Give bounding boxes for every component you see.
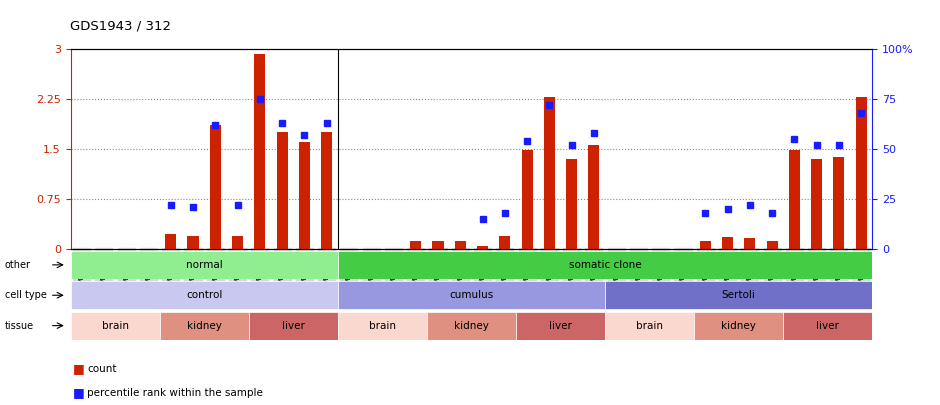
Bar — [337, 281, 605, 309]
Text: kidney: kidney — [187, 321, 222, 330]
Text: GDS1943 / 312: GDS1943 / 312 — [70, 19, 171, 32]
Bar — [232, 236, 243, 249]
Text: somatic clone: somatic clone — [569, 260, 641, 270]
Text: brain: brain — [102, 321, 129, 330]
Bar — [299, 142, 310, 249]
Bar — [783, 311, 872, 340]
Text: control: control — [186, 290, 223, 300]
Bar — [165, 234, 177, 249]
Text: liver: liver — [549, 321, 572, 330]
Bar — [744, 238, 756, 249]
Text: brain: brain — [368, 321, 396, 330]
Text: tissue: tissue — [5, 321, 34, 330]
Text: other: other — [5, 260, 31, 270]
Bar — [722, 237, 733, 249]
Bar — [321, 132, 332, 249]
Bar — [70, 281, 337, 309]
Bar — [811, 159, 822, 249]
Bar — [544, 97, 555, 249]
Text: kidney: kidney — [454, 321, 489, 330]
Text: cumulus: cumulus — [449, 290, 494, 300]
Bar — [254, 54, 265, 249]
Bar — [834, 157, 844, 249]
Text: ■: ■ — [72, 386, 85, 399]
Bar — [516, 311, 605, 340]
Bar — [337, 251, 872, 279]
Text: brain: brain — [636, 321, 663, 330]
Bar — [855, 97, 867, 249]
Bar — [276, 132, 288, 249]
Text: percentile rank within the sample: percentile rank within the sample — [87, 388, 263, 398]
Bar — [477, 246, 488, 249]
Bar — [187, 236, 198, 249]
Bar — [427, 311, 516, 340]
Bar — [588, 145, 600, 249]
Bar — [210, 126, 221, 249]
Text: liver: liver — [816, 321, 839, 330]
Bar — [160, 311, 249, 340]
Bar — [789, 150, 800, 249]
Text: liver: liver — [282, 321, 305, 330]
Text: Sertoli: Sertoli — [722, 290, 756, 300]
Bar — [699, 241, 711, 249]
Bar — [499, 236, 510, 249]
Bar — [249, 311, 337, 340]
Bar — [605, 311, 694, 340]
Bar — [432, 241, 444, 249]
Text: cell type: cell type — [5, 290, 47, 300]
Bar — [766, 241, 777, 249]
Text: kidney: kidney — [721, 321, 756, 330]
Text: count: count — [87, 364, 117, 373]
Bar — [694, 311, 783, 340]
Text: ■: ■ — [72, 362, 85, 375]
Bar — [337, 311, 427, 340]
Bar — [522, 150, 533, 249]
Bar — [605, 281, 872, 309]
Bar — [566, 159, 577, 249]
Bar — [70, 251, 337, 279]
Text: normal: normal — [186, 260, 223, 270]
Bar — [455, 241, 466, 249]
Bar — [70, 311, 160, 340]
Bar — [410, 241, 421, 249]
